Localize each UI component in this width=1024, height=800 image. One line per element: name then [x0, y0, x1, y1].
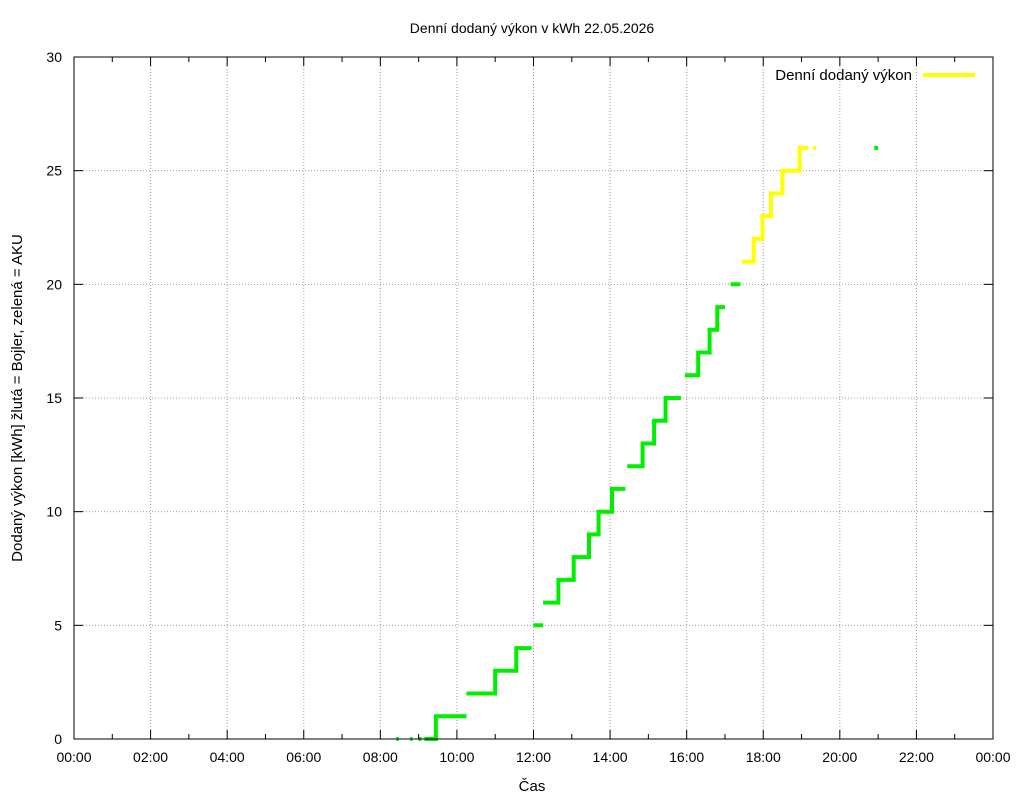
y-tick-label: 5: [54, 617, 62, 633]
y-tick-label: 30: [46, 49, 62, 65]
x-tick-label: 22:00: [899, 749, 934, 765]
y-tick-label: 15: [46, 390, 62, 406]
x-tick-label: 20:00: [822, 749, 857, 765]
x-tick-label: 10:00: [439, 749, 474, 765]
series-segment: [466, 646, 532, 696]
chart-title: Denní dodaný výkon v kWh 22.05.2026: [410, 20, 655, 36]
y-tick-label: 25: [46, 163, 62, 179]
legend-label: Denní dodaný výkon: [775, 67, 912, 84]
x-tick-label: 16:00: [669, 749, 704, 765]
series-layer: [396, 145, 879, 741]
legend: Denní dodaný výkon: [775, 67, 975, 84]
x-tick-label: 14:00: [593, 749, 628, 765]
series-segment: [742, 145, 809, 264]
y-tick-label: 0: [54, 731, 62, 747]
x-tick-label: 18:00: [746, 749, 781, 765]
series-segment: [627, 396, 681, 469]
x-tick-label: 02:00: [133, 749, 168, 765]
x-tick-label: 06:00: [286, 749, 321, 765]
x-tick-label: 12:00: [516, 749, 551, 765]
ticks: 0 5 10 15 20 25 30 00:00 02:00 04:00 06:00 08:00 10:…: [46, 49, 1010, 765]
series-segment: [684, 305, 725, 378]
y-tick-label: 10: [46, 504, 62, 520]
x-tick-label: 00:00: [56, 749, 91, 765]
x-axis-label: Čas: [519, 778, 546, 795]
x-tick-label: 00:00: [975, 749, 1010, 765]
y-tick-label: 20: [46, 276, 62, 292]
series-segment: [543, 486, 626, 605]
grid: [74, 57, 993, 739]
x-tick-label: 04:00: [210, 749, 245, 765]
y-axis-label: Dodaný výkon [kWh] žlutá = Bojler, zelen…: [9, 234, 26, 562]
x-tick-label: 08:00: [363, 749, 398, 765]
